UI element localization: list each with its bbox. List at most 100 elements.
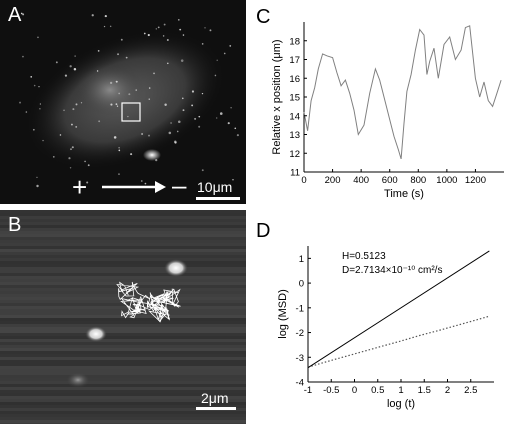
speck (103, 25, 106, 28)
y-tick-label: 0 (299, 279, 304, 290)
x-tick-label: -1 (304, 385, 312, 396)
texture-band (0, 327, 246, 330)
texture-band (0, 339, 246, 342)
speck (33, 84, 36, 87)
speck (59, 134, 62, 136)
polarity-minus: – (172, 170, 187, 200)
y-tick-label: 18 (289, 36, 300, 47)
scale-label-a: 10μm (197, 179, 233, 195)
y-tick-label: 15 (289, 93, 300, 104)
y-tick-label: 14 (289, 111, 300, 122)
particle-trajectory (116, 281, 181, 323)
speck (70, 148, 72, 151)
x-tick-label: 200 (325, 175, 341, 186)
panel-label-a: A (8, 4, 22, 26)
speck (227, 122, 230, 125)
speck (71, 146, 74, 149)
speck (219, 112, 223, 115)
texture-band (0, 393, 246, 396)
texture-band (0, 366, 246, 369)
texture-band (0, 306, 246, 309)
chart-d-ylabel: log (MSD) (277, 289, 289, 339)
speck (64, 74, 68, 77)
speck (84, 160, 86, 163)
texture-band (0, 390, 246, 393)
speck (232, 179, 234, 181)
chart-c-ylabel: Relative x position (μm) (271, 39, 283, 154)
polarity-plus: + (72, 172, 88, 202)
diffusion-coefficient-label: D=2.7134×10⁻¹⁰ cm²/s (342, 265, 442, 276)
y-tick-label: -2 (296, 328, 304, 339)
speck (127, 115, 129, 118)
speck (168, 131, 172, 135)
texture-band (0, 420, 246, 423)
texture-band (0, 213, 246, 216)
speck (143, 32, 146, 35)
speck (157, 26, 160, 29)
texture-band (0, 351, 246, 354)
texture-band (0, 387, 246, 390)
chart-d-fit-line (307, 250, 490, 369)
texture-band (0, 354, 246, 357)
texture-band (0, 273, 246, 276)
speck (130, 153, 133, 156)
hurst-exponent-label: H=0.5123 (342, 251, 386, 262)
texture-band (0, 408, 246, 411)
speck (204, 27, 206, 29)
chart-d-data-series (307, 315, 490, 368)
texture-band (0, 264, 246, 267)
speck (120, 38, 123, 41)
region-of-interest-box (121, 102, 141, 122)
speck (71, 123, 73, 126)
speck (209, 29, 212, 32)
chart-c-xlabel: Time (s) (384, 188, 424, 200)
speck (179, 28, 182, 31)
y-tick-label: -3 (296, 353, 304, 364)
speck (74, 55, 76, 57)
speck (216, 117, 218, 119)
chart-d-xlabel: log (t) (387, 398, 415, 410)
x-tick-label: 2 (445, 385, 450, 396)
speck (118, 149, 121, 152)
speck (182, 34, 185, 36)
speck (37, 36, 39, 39)
speck (69, 167, 72, 169)
x-tick-label: 2.5 (464, 385, 477, 396)
texture-band (0, 375, 246, 378)
texture-band (0, 417, 246, 420)
texture-band (0, 345, 246, 348)
texture-band (0, 276, 246, 279)
speck (148, 134, 150, 137)
scale-label-b: 2μm (201, 390, 229, 406)
particle-2 (85, 326, 107, 342)
texture-band (0, 399, 246, 402)
speck (153, 72, 155, 75)
speck (22, 55, 24, 58)
speck (194, 117, 197, 120)
speck (180, 59, 184, 62)
micrograph-panel-b: B 2μm (0, 210, 246, 424)
texture-band (0, 381, 246, 384)
texture-band (0, 372, 246, 375)
texture-band (0, 330, 246, 333)
texture-band (0, 384, 246, 387)
speck (86, 181, 89, 184)
cell-image (19, 12, 240, 200)
speck (182, 97, 184, 100)
speck (191, 104, 194, 107)
speck (167, 62, 169, 65)
texture-band (0, 402, 246, 405)
fluorescent-specks (19, 12, 239, 188)
texture-band (0, 231, 246, 234)
texture-band (0, 258, 246, 261)
speck (201, 169, 204, 172)
speck (198, 125, 201, 128)
arrow-head-icon (155, 181, 166, 193)
speck (98, 120, 101, 123)
texture-band (0, 324, 246, 327)
particle-3 (66, 372, 90, 388)
texture-band (0, 396, 246, 399)
texture-band (0, 210, 246, 213)
texture-band (0, 282, 246, 285)
texture-band (0, 348, 246, 351)
